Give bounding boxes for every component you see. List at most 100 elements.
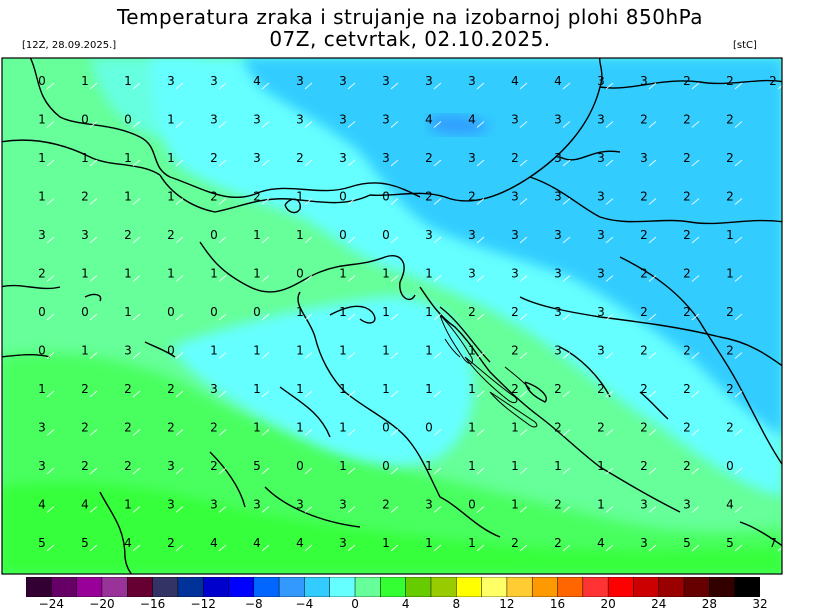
grid-temperature-label: 3: [425, 74, 433, 88]
wind-arrow: [648, 506, 657, 513]
wind-arrow: [433, 236, 442, 244]
colorbar-tick-label: −24: [38, 597, 64, 611]
grid-temperature-label: 3: [511, 267, 519, 281]
grid-temperature-label: 0: [38, 344, 46, 358]
wind-arrow: [218, 429, 227, 436]
grid-temperature-label: 2: [167, 536, 175, 550]
wind-arrow: [433, 121, 442, 128]
wind-arrow: [476, 467, 485, 475]
grid-temperature-label: 2: [554, 421, 562, 435]
wind-arrow: [218, 467, 227, 475]
cold-region-northwest: [90, 58, 201, 137]
grid-temperature-label: 0: [81, 113, 89, 127]
wind-arrow: [390, 352, 399, 359]
wind-arrow: [734, 467, 743, 475]
grid-temperature-label: 3: [597, 267, 605, 281]
wind-arrow: [132, 82, 141, 90]
wind-arrow: [734, 390, 743, 398]
chart-subtitle: 07Z, cetvrtak, 02.10.2025.: [269, 27, 551, 51]
grid-temperature-label: 1: [339, 267, 347, 281]
grid-temperature-label: 2: [769, 74, 777, 88]
wind-arrow: [562, 198, 571, 205]
grid-temperature-label: 4: [38, 498, 46, 512]
wind-arrow: [562, 159, 571, 167]
wind-arrow: [390, 198, 399, 205]
grid-temperature-label: 1: [81, 74, 89, 88]
wind-arrow: [390, 313, 399, 321]
grid-temperature-label: 3: [339, 536, 347, 550]
wind-arrow: [734, 313, 743, 321]
wind-arrow: [218, 390, 227, 398]
wind-arrow: [433, 506, 442, 513]
grid-temperature-label: 1: [253, 344, 261, 358]
grid-temperature-label: 3: [597, 74, 605, 88]
wind-arrow: [89, 352, 98, 359]
wind-arrow: [132, 121, 141, 128]
wind-arrow: [562, 390, 571, 398]
grid-temperature-label: 1: [511, 459, 519, 473]
grid-temperature-label: 4: [81, 498, 89, 512]
colorbar-tick-label: 24: [651, 597, 667, 611]
wind-arrow: [89, 429, 98, 436]
grid-temperature-label: 3: [425, 228, 433, 242]
grid-temperature-label: 0: [38, 305, 46, 319]
grid-temperature-label: 2: [640, 190, 648, 204]
grid-temperature-label: 0: [253, 305, 261, 319]
wind-arrow: [132, 275, 141, 282]
wind-arrow: [605, 352, 614, 359]
grid-temperature-label: 3: [339, 74, 347, 88]
wind-arrow: [390, 236, 399, 244]
grid-temperature-label: 0: [425, 421, 433, 435]
grid-temperature-label: 2: [81, 190, 89, 204]
wind-arrow: [218, 198, 227, 205]
wind-arrow: [175, 236, 184, 244]
grid-temperature-label: 1: [425, 305, 433, 319]
wind-arrow: [89, 313, 98, 321]
wind-arrow: [734, 352, 743, 359]
colorbar-tick-label: −4: [295, 597, 314, 611]
wind-arrow: [46, 390, 55, 398]
wind-arrow: [691, 390, 700, 398]
wind-arrow: [562, 275, 571, 282]
grid-temperature-label: 3: [597, 228, 605, 242]
colorbar-tick-label: −8: [244, 597, 263, 611]
grid-temperature-label: 0: [468, 498, 476, 512]
grid-temperature-label: 1: [253, 228, 261, 242]
wind-arrow: [347, 467, 356, 475]
wind-arrow: [89, 544, 98, 552]
wind-arrow: [175, 275, 184, 282]
wind-arrow: [46, 121, 55, 128]
grid-temperature-label: 1: [468, 536, 476, 550]
wind-arrow: [261, 236, 270, 244]
wind-arrow: [562, 313, 571, 321]
wind-arrow: [218, 121, 227, 128]
wind-arrow: [347, 313, 356, 321]
wind-arrow: [433, 390, 442, 398]
wind-arrow: [89, 390, 98, 398]
wind-arrow: [648, 159, 657, 167]
wind-arrow: [175, 121, 184, 128]
grid-temperature-label: 0: [167, 344, 175, 358]
grid-temperature-label: 3: [468, 151, 476, 165]
wind-arrow: [390, 121, 399, 128]
wind-arrow: [605, 82, 614, 90]
grid-temperature-label: 1: [296, 305, 304, 319]
grid-temperature-label: 2: [726, 305, 734, 319]
grid-temperature-label: 2: [640, 305, 648, 319]
grid-temperature-label: 3: [468, 267, 476, 281]
grid-temperature-label: 1: [253, 267, 261, 281]
wind-arrow: [648, 198, 657, 205]
grid-temperature-label: 4: [296, 536, 304, 550]
wind-arrow: [519, 429, 528, 436]
wind-arrow: [519, 544, 528, 552]
grid-temperature-label: 3: [296, 74, 304, 88]
grid-temperature-label: 3: [554, 113, 562, 127]
grid-temperature-label: 0: [382, 228, 390, 242]
wind-arrow: [605, 236, 614, 244]
wind-arrow: [562, 506, 571, 513]
grid-temperature-label: 2: [124, 382, 132, 396]
wind-arrow: [734, 198, 743, 205]
grid-temperature-label: 2: [511, 344, 519, 358]
wind-arrow: [261, 352, 270, 359]
wind-arrow: [261, 390, 270, 398]
